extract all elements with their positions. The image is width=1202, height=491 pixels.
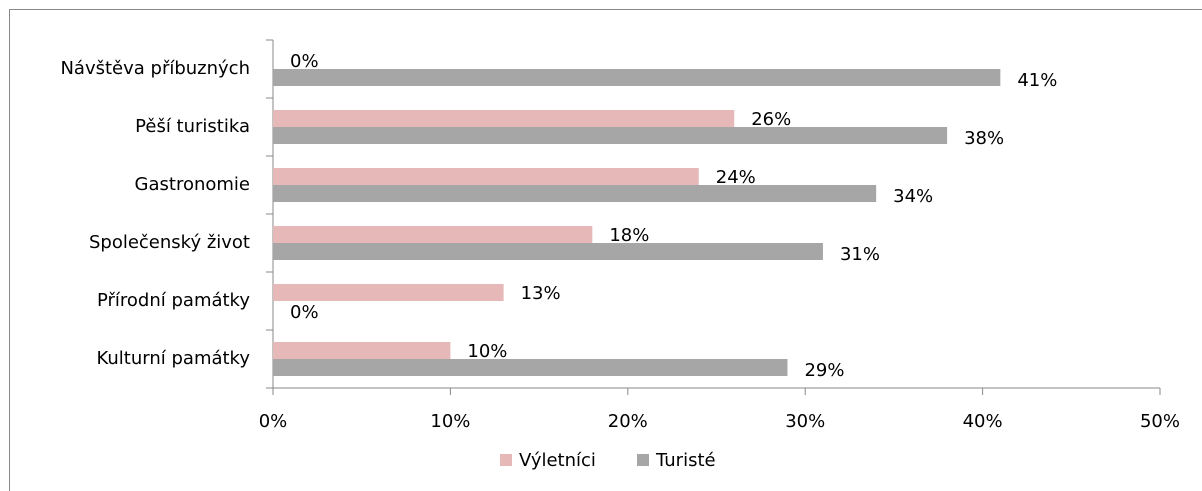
value-label: 10% <box>467 341 507 362</box>
legend-label: Turisté <box>655 450 716 471</box>
bar <box>273 168 699 185</box>
bar <box>273 127 948 144</box>
y-tick-label: Společenský život <box>89 232 250 253</box>
value-label: 31% <box>840 244 880 265</box>
legend-swatch <box>500 454 512 466</box>
x-tick-label: 20% <box>608 411 648 432</box>
y-tick-label: Gastronomie <box>135 174 250 195</box>
value-label: 18% <box>609 225 649 246</box>
value-label: 34% <box>893 186 933 207</box>
legend-swatch <box>637 454 649 466</box>
value-label: 38% <box>964 128 1004 149</box>
x-tick-label: 10% <box>430 411 470 432</box>
legend-label: Výletníci <box>519 450 596 471</box>
bar <box>273 342 451 359</box>
x-tick-label: 30% <box>785 411 825 432</box>
bar <box>273 69 1001 86</box>
value-label: 29% <box>804 360 844 381</box>
x-tick-label: 50% <box>1140 411 1180 432</box>
x-tick-label: 40% <box>963 411 1003 432</box>
y-tick-label: Pěší turistika <box>135 116 250 137</box>
y-tick-label: Kulturní památky <box>96 348 250 369</box>
bar <box>273 185 877 202</box>
y-tick-label: Přírodní památky <box>97 290 250 311</box>
bar <box>273 284 504 301</box>
bar <box>273 359 788 376</box>
value-label: 26% <box>751 109 791 130</box>
bar <box>273 226 593 243</box>
value-label: 41% <box>1017 70 1057 91</box>
value-label: 13% <box>521 283 561 304</box>
y-tick-label: Návštěva příbuzných <box>60 58 250 79</box>
chart-frame <box>9 9 1202 491</box>
value-label: 0% <box>290 302 319 323</box>
bar <box>273 110 735 127</box>
value-label: 24% <box>716 167 756 188</box>
x-tick-label: 0% <box>259 411 288 432</box>
bar <box>273 243 823 260</box>
value-label: 0% <box>290 51 319 72</box>
